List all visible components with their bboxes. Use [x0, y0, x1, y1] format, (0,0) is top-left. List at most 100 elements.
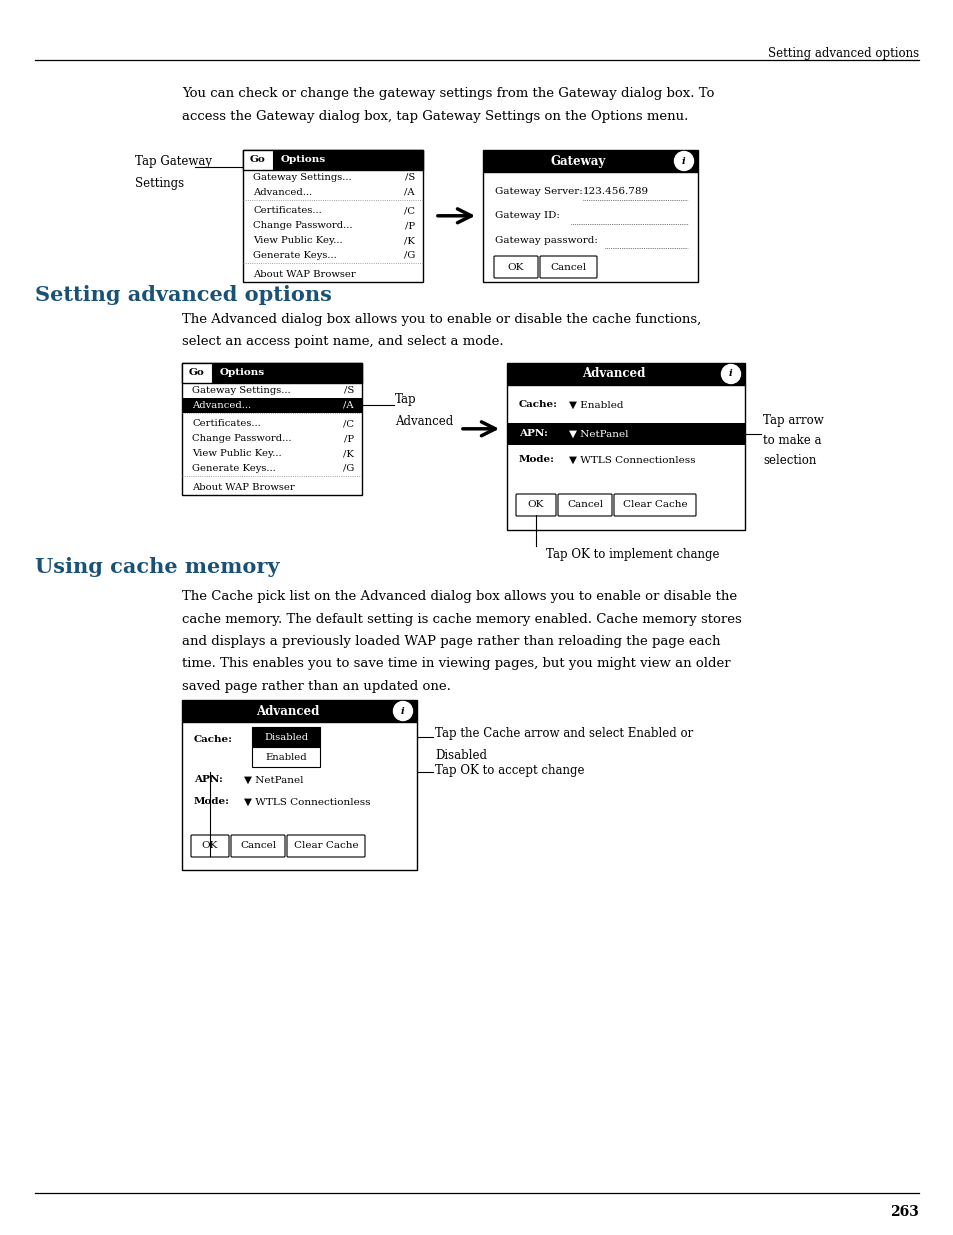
Bar	[252, 747, 319, 767]
Text: /S: /S	[343, 385, 354, 395]
Text: OK: OK	[202, 841, 218, 851]
Text: ▼ Enabled: ▼ Enabled	[568, 400, 623, 410]
Text: Tap OK to accept change: Tap OK to accept change	[435, 764, 584, 777]
Text: Tap the Cache arrow and select Enabled or: Tap the Cache arrow and select Enabled o…	[435, 727, 693, 740]
Text: Cancel: Cancel	[566, 500, 602, 510]
Bar	[243, 149, 422, 282]
Text: /P: /P	[343, 435, 354, 443]
Text: OK: OK	[527, 500, 543, 510]
Text: /G: /G	[403, 251, 415, 259]
Text: Advanced...: Advanced...	[253, 188, 312, 196]
Text: Setting advanced options: Setting advanced options	[767, 47, 918, 61]
Text: /P: /P	[404, 221, 415, 230]
Text: Clear Cache: Clear Cache	[622, 500, 686, 510]
FancyBboxPatch shape	[539, 256, 597, 278]
Text: 263: 263	[889, 1205, 918, 1219]
Circle shape	[674, 152, 693, 170]
Text: Setting advanced options: Setting advanced options	[35, 285, 332, 305]
Text: Options: Options	[220, 368, 265, 378]
Text: ▼ NetPanel: ▼ NetPanel	[568, 430, 628, 438]
Text: Mode:: Mode:	[193, 798, 230, 806]
Text: /K: /K	[343, 450, 354, 458]
Text: Certificates...: Certificates...	[253, 206, 321, 215]
Text: /C: /C	[403, 206, 415, 215]
Text: time. This enables you to save time in viewing pages, but you might view an olde: time. This enables you to save time in v…	[182, 657, 730, 671]
Text: Change Password...: Change Password...	[192, 435, 292, 443]
Bar	[212, 363, 361, 383]
Text: Go: Go	[250, 156, 266, 164]
Text: Gateway Settings...: Gateway Settings...	[192, 385, 291, 395]
Text: Gateway ID:: Gateway ID:	[495, 211, 559, 221]
Text: OK: OK	[507, 263, 523, 272]
Text: View Public Key...: View Public Key...	[192, 450, 281, 458]
Text: /A: /A	[343, 400, 354, 410]
Text: Change Password...: Change Password...	[253, 221, 352, 230]
Text: Cache:: Cache:	[518, 400, 558, 410]
Text: /C: /C	[343, 420, 354, 429]
Text: About WAP Browser: About WAP Browser	[192, 483, 294, 492]
Text: /K: /K	[404, 236, 415, 245]
Text: Advanced...: Advanced...	[192, 400, 251, 410]
Bar	[252, 727, 319, 747]
Text: Tap Gateway: Tap Gateway	[135, 156, 212, 168]
Text: i: i	[681, 157, 685, 165]
Text: Clear Cache: Clear Cache	[294, 841, 358, 851]
Text: Cache:: Cache:	[193, 736, 233, 745]
Text: Tap: Tap	[395, 393, 416, 406]
Text: Gateway: Gateway	[550, 154, 605, 168]
Text: Cancel: Cancel	[240, 841, 275, 851]
FancyBboxPatch shape	[231, 835, 285, 857]
Text: Gateway password:: Gateway password:	[495, 236, 598, 245]
Bar	[506, 363, 744, 385]
Text: ▼ WTLS Connectionless: ▼ WTLS Connectionless	[568, 456, 695, 464]
Text: You can check or change the gateway settings from the Gateway dialog box. To: You can check or change the gateway sett…	[182, 86, 714, 100]
FancyBboxPatch shape	[516, 494, 556, 516]
Text: Advanced: Advanced	[581, 368, 645, 380]
Bar	[482, 149, 698, 172]
Text: Certificates...: Certificates...	[192, 420, 260, 429]
Text: APN:: APN:	[193, 776, 223, 784]
Text: Disabled: Disabled	[435, 748, 486, 762]
Text: The Advanced dialog box allows you to enable or disable the cache functions,: The Advanced dialog box allows you to en…	[182, 312, 700, 326]
Text: cache memory. The default setting is cache memory enabled. Cache memory stores: cache memory. The default setting is cac…	[182, 613, 741, 625]
Text: The Cache pick list on the Advanced dialog box allows you to enable or disable t: The Cache pick list on the Advanced dial…	[182, 590, 737, 603]
Circle shape	[720, 364, 740, 384]
Text: Advanced: Advanced	[255, 704, 319, 718]
Text: i: i	[728, 369, 732, 378]
Bar	[182, 398, 361, 412]
Text: Go: Go	[189, 368, 205, 378]
FancyBboxPatch shape	[494, 256, 537, 278]
Text: Tap arrow: Tap arrow	[762, 414, 822, 427]
Text: APN:: APN:	[518, 430, 547, 438]
Text: Settings: Settings	[135, 177, 184, 190]
Bar	[243, 149, 422, 170]
Bar	[506, 424, 744, 445]
Text: ▼ NetPanel: ▼ NetPanel	[244, 776, 303, 784]
Text: Using cache memory: Using cache memory	[35, 557, 279, 577]
Text: and displays a previously loaded WAP page rather than reloading the page each: and displays a previously loaded WAP pag…	[182, 635, 720, 648]
Text: /S: /S	[404, 173, 415, 182]
Text: Tap OK to implement change: Tap OK to implement change	[545, 548, 719, 561]
Text: Cancel: Cancel	[550, 263, 586, 272]
Text: /G: /G	[342, 464, 354, 473]
FancyBboxPatch shape	[614, 494, 696, 516]
Bar	[182, 722, 416, 869]
Text: Generate Keys...: Generate Keys...	[192, 464, 275, 473]
Bar	[182, 363, 361, 383]
Text: Gateway Server:: Gateway Server:	[495, 188, 582, 196]
Text: Enabled: Enabled	[265, 752, 307, 762]
Text: /A: /A	[404, 188, 415, 196]
Bar	[273, 149, 422, 170]
FancyBboxPatch shape	[191, 835, 229, 857]
Bar	[182, 700, 416, 722]
Text: View Public Key...: View Public Key...	[253, 236, 342, 245]
Bar	[506, 385, 744, 530]
Text: select an access point name, and select a mode.: select an access point name, and select …	[182, 335, 503, 348]
Text: Disabled: Disabled	[264, 732, 308, 741]
Bar	[182, 363, 361, 494]
FancyBboxPatch shape	[558, 494, 612, 516]
Text: Options: Options	[281, 156, 326, 164]
Text: access the Gateway dialog box, tap Gateway Settings on the Options menu.: access the Gateway dialog box, tap Gatew…	[182, 110, 688, 124]
Text: About WAP Browser: About WAP Browser	[253, 269, 355, 279]
FancyBboxPatch shape	[287, 835, 365, 857]
